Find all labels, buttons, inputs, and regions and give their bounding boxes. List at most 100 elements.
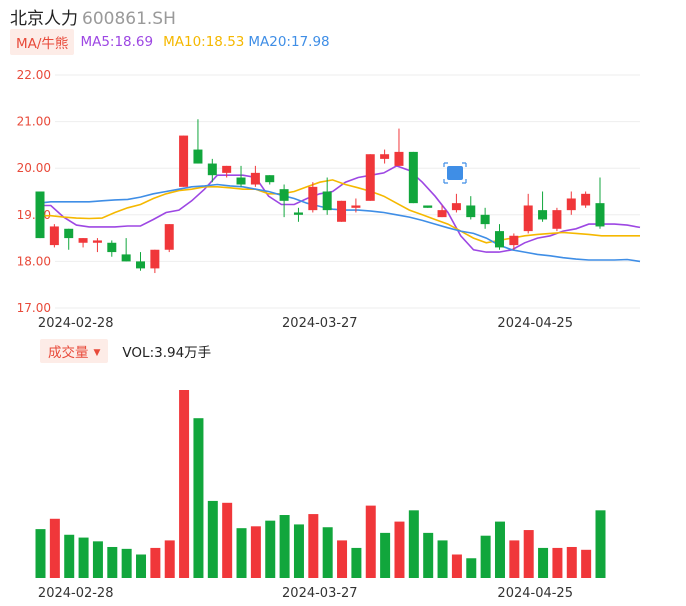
volume-selector-label: 成交量 [48, 345, 89, 361]
price-y-ticks: 22.00 21.00 20.00 19.00 18.00 17.00 [17, 68, 51, 315]
candle-body [64, 228, 74, 239]
volume-bar [394, 521, 405, 578]
candle-body [179, 135, 189, 187]
candle-body [293, 212, 303, 215]
volume-bar [337, 540, 348, 578]
stock-name: 北京人力 [10, 9, 78, 29]
candle-body [466, 205, 476, 218]
candle-body [250, 172, 260, 185]
candle-body [279, 189, 289, 201]
price-x-ticks: 2024-02-28 2024-03-27 2024-04-25 [38, 316, 573, 331]
price-y-tick-label: 17.00 [17, 301, 51, 315]
volume-bar [308, 514, 319, 578]
candle-body [164, 224, 174, 250]
volume-bar [49, 518, 60, 578]
volume-bar [107, 546, 118, 578]
volume-bar [150, 547, 161, 578]
volume-x-tick-label: 2024-04-25 [497, 586, 573, 601]
volume-bar [164, 540, 175, 578]
candle-body [480, 214, 490, 225]
volume-bar [451, 554, 462, 578]
volume-bar [279, 515, 290, 578]
volume-bar [179, 390, 190, 578]
volume-selector-button[interactable]: 成交量 ▼ [40, 339, 109, 363]
event-marker-icon[interactable] [443, 162, 467, 184]
candle-body [408, 151, 418, 204]
volume-bar [92, 541, 103, 578]
volume-bar [408, 510, 419, 578]
price-x-tick-label: 2024-04-25 [497, 316, 573, 331]
candle-body [150, 249, 160, 269]
volume-bar [523, 530, 534, 578]
volume-bar [64, 534, 75, 578]
ma20-line [37, 183, 641, 263]
volume-bar [121, 548, 132, 578]
ma10-line [38, 179, 640, 244]
candle-body [523, 205, 533, 232]
candle-body [92, 240, 102, 243]
volume-bar [581, 549, 592, 578]
event-marker-badge [447, 166, 463, 180]
event-marker-frame [443, 162, 467, 184]
ma-selector-button[interactable]: MA/牛熊 [10, 29, 75, 55]
volume-bar [207, 500, 218, 578]
ma5-line [38, 165, 641, 253]
candle-body [394, 151, 404, 166]
candles [35, 119, 605, 274]
volume-legend: 成交量 ▼ VOL:3.94万手 [40, 339, 211, 363]
candle-body [538, 210, 548, 220]
caret-down-icon: ▼ [93, 348, 101, 358]
price-x-tick-label: 2024-03-27 [282, 316, 358, 331]
volume-bar [322, 527, 333, 578]
candle-body [566, 198, 576, 211]
candle-body [595, 203, 605, 227]
volume-bar [293, 524, 304, 578]
price-y-tick-label: 20.00 [17, 161, 51, 175]
price-x-tick-label: 2024-02-28 [38, 316, 114, 331]
volume-bar [265, 520, 276, 578]
volume-bar [494, 521, 505, 578]
candle-body [265, 175, 275, 183]
candle-body [193, 149, 203, 164]
candle-body [451, 203, 461, 211]
ma5-value: MA5:18.69 [80, 34, 154, 50]
stock-code: 600861.SH [82, 9, 176, 29]
candle-body [380, 154, 390, 159]
candle-body [509, 235, 519, 246]
candle-body [365, 154, 375, 201]
price-y-tick-label: 19.00 [17, 208, 51, 222]
candle-body [49, 226, 59, 246]
volume-bar [466, 558, 477, 578]
volume-bar [78, 537, 89, 578]
volume-bar [509, 540, 520, 578]
volume-bar [595, 510, 606, 578]
volume-bar [380, 532, 391, 578]
volume-bar [566, 546, 577, 578]
candle-body [351, 205, 361, 208]
volume-bar [193, 418, 204, 578]
candle-body [437, 210, 447, 218]
volume-x-ticks: 2024-02-28 2024-03-27 2024-04-25 [38, 586, 573, 601]
volume-bar [351, 547, 362, 578]
volume-bar [222, 502, 233, 578]
candle-body [322, 191, 332, 211]
volume-bar [365, 505, 376, 578]
volume-bar [538, 547, 549, 578]
candle-body [581, 193, 591, 206]
candle-body [35, 191, 45, 239]
volume-bar [552, 547, 563, 578]
candle-body [308, 186, 318, 211]
candle-body [494, 231, 504, 248]
price-y-tick-label: 21.00 [17, 115, 51, 129]
price-y-tick-label: 18.00 [17, 254, 51, 268]
ma20-value: MA20:17.98 [248, 34, 330, 50]
price-grid [55, 74, 640, 309]
volume-bar [35, 529, 46, 578]
candle-body [222, 165, 232, 173]
stock-title: 北京人力 600861.SH [10, 4, 176, 29]
volume-bar [136, 554, 147, 578]
volume-bar [480, 535, 491, 578]
candle-body [121, 254, 131, 262]
candle-body [78, 238, 88, 243]
